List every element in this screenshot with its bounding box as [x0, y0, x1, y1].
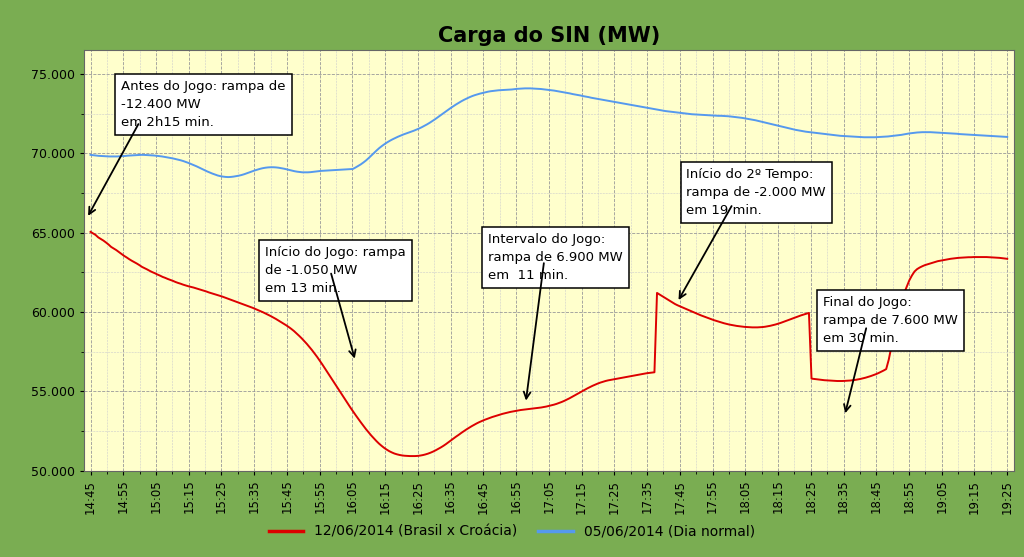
Text: Final do Jogo:
rampa de 7.600 MW
em 30 min.: Final do Jogo: rampa de 7.600 MW em 30 m…	[823, 296, 958, 345]
Text: Início do Jogo: rampa
de -1.050 MW
em 13 min.: Início do Jogo: rampa de -1.050 MW em 13…	[265, 246, 407, 295]
Legend: 12/06/2014 (Brasil x Croácia), 05/06/2014 (Dia normal): 12/06/2014 (Brasil x Croácia), 05/06/201…	[263, 519, 761, 545]
Text: Antes do Jogo: rampa de
-12.400 MW
em 2h15 min.: Antes do Jogo: rampa de -12.400 MW em 2h…	[121, 80, 286, 129]
Title: Carga do SIN (MW): Carga do SIN (MW)	[437, 26, 660, 46]
Text: Intervalo do Jogo:
rampa de 6.900 MW
em  11 min.: Intervalo do Jogo: rampa de 6.900 MW em …	[488, 233, 624, 282]
Text: Início do 2º Tempo:
rampa de -2.000 MW
em 19 min.: Início do 2º Tempo: rampa de -2.000 MW e…	[686, 168, 826, 217]
